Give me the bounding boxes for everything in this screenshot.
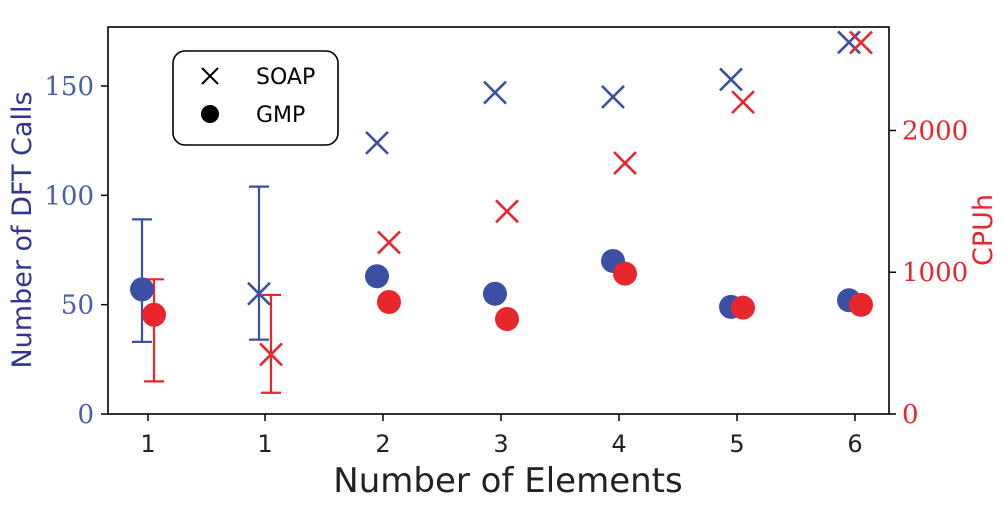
cpuh-gmp-point	[613, 261, 637, 286]
y-left-tick-label: 100	[44, 181, 94, 211]
cpuh-gmp-point	[377, 290, 401, 315]
cpuh-soap-point	[495, 199, 519, 224]
x-axis-label: Number of Elements	[333, 461, 682, 501]
dft-soap-point	[719, 67, 743, 92]
dft-soap-point-stroke	[483, 80, 507, 105]
x-tick-label: 6	[847, 430, 862, 458]
x-tick-label: 4	[611, 430, 626, 458]
x-tick-label: 3	[493, 430, 508, 458]
dft-soap-point-stroke	[837, 30, 861, 55]
y-left-axis-label: Number of DFT Calls	[7, 91, 38, 368]
cpuh-soap-point	[613, 151, 637, 176]
legend-circle-icon	[201, 105, 219, 123]
cpuh-soap-point	[377, 230, 401, 255]
x-tick-label: 5	[729, 430, 744, 458]
x-tick-label: 1	[257, 430, 272, 458]
dft-soap-point	[601, 85, 625, 109]
cpuh-soap-point-stroke	[849, 30, 873, 55]
cpuh-soap-point-stroke	[259, 342, 283, 367]
cpuh-soap-point-stroke	[377, 230, 401, 255]
cpuh-gmp-point	[849, 292, 873, 317]
cpuh-gmp-point	[495, 307, 519, 332]
dft-soap-point-stroke	[719, 67, 743, 92]
x-tick-label: 1	[140, 430, 155, 458]
cpuh-gmp-point	[731, 295, 755, 320]
cpuh-soap-point	[731, 90, 755, 115]
x-tick-label: 2	[375, 430, 390, 458]
dft-gmp-point	[130, 277, 154, 302]
dft-soap-point	[483, 80, 507, 105]
dft-soap-point	[837, 30, 861, 55]
y-right-axis-label: CPUh	[968, 194, 999, 266]
dft-gmp-point	[483, 281, 507, 306]
y-left-tick-label: 50	[61, 291, 94, 321]
cpuh-soap-point-stroke	[613, 151, 637, 176]
y-right-tick-label: 2000	[902, 116, 968, 146]
cpuh-soap-point	[259, 342, 283, 367]
cpuh-soap-point-stroke	[731, 90, 755, 115]
dft-gmp-point	[365, 264, 389, 289]
cpuh-soap-point	[849, 30, 873, 55]
plot-frame	[107, 26, 890, 415]
dft-soap-point-stroke	[247, 281, 271, 306]
cpuh-gmp-point	[142, 302, 166, 327]
legend-label-soap: SOAP	[256, 65, 315, 90]
y-right-tick-label: 0	[902, 400, 919, 430]
legend: SOAP GMP	[172, 50, 339, 146]
legend-cross-icon	[201, 67, 219, 85]
cpuh-soap-point-stroke	[495, 199, 519, 224]
dft-soap-point	[247, 281, 271, 306]
y-left-tick-label: 0	[77, 400, 94, 430]
legend-label-gmp: GMP	[256, 103, 305, 128]
dft-soap-point-stroke	[365, 130, 389, 155]
y-right-tick-label: 1000	[902, 258, 968, 288]
dft-soap-point	[365, 130, 389, 155]
y-left-tick-label: 150	[44, 72, 94, 102]
dft-soap-point-stroke	[601, 85, 625, 109]
